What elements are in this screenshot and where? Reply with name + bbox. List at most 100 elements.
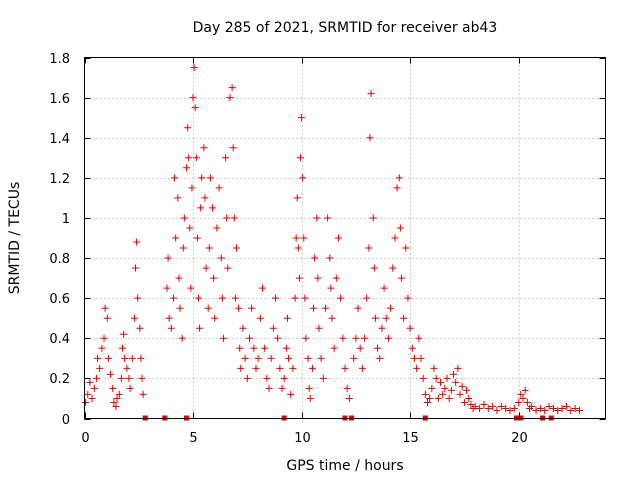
axis-ticks bbox=[84, 57, 606, 420]
data-point bbox=[84, 390, 92, 398]
data-point bbox=[293, 194, 301, 202]
data-point bbox=[497, 402, 505, 410]
data-point bbox=[86, 378, 94, 386]
data-point bbox=[376, 354, 384, 362]
data-point bbox=[136, 324, 144, 332]
data-point bbox=[263, 374, 271, 382]
data-point bbox=[317, 354, 325, 362]
data-point bbox=[545, 402, 553, 410]
plot-frame bbox=[84, 57, 606, 419]
data-point bbox=[434, 394, 442, 402]
data-point bbox=[458, 382, 466, 390]
data-point bbox=[139, 390, 147, 398]
data-point bbox=[332, 274, 340, 282]
data-point bbox=[172, 234, 180, 242]
data-point bbox=[413, 364, 421, 372]
data-point bbox=[222, 154, 230, 162]
data-point bbox=[301, 294, 309, 302]
data-point bbox=[489, 402, 497, 410]
data-point bbox=[241, 354, 249, 362]
data-point bbox=[454, 364, 462, 372]
data-point bbox=[265, 384, 273, 392]
data-point bbox=[198, 174, 206, 182]
data-point bbox=[200, 144, 208, 152]
data-point bbox=[245, 334, 253, 342]
data-point bbox=[393, 184, 401, 192]
data-point bbox=[213, 224, 221, 232]
data-points bbox=[82, 64, 583, 421]
data-point bbox=[575, 406, 583, 414]
data-point bbox=[184, 124, 192, 132]
y-tick-label: 1.4 bbox=[49, 132, 70, 147]
data-point bbox=[465, 394, 473, 402]
y-tick-label: 0.6 bbox=[49, 292, 70, 307]
data-point bbox=[134, 294, 142, 302]
data-point bbox=[395, 174, 403, 182]
data-point bbox=[278, 384, 286, 392]
data-point bbox=[396, 224, 404, 232]
data-point bbox=[506, 406, 514, 414]
data-point bbox=[541, 406, 549, 414]
data-point bbox=[308, 364, 316, 372]
data-point bbox=[107, 370, 115, 378]
data-point bbox=[361, 334, 369, 342]
data-point bbox=[354, 304, 362, 312]
y-tick-label: 0.4 bbox=[49, 332, 70, 347]
data-point bbox=[384, 334, 392, 342]
data-point bbox=[90, 384, 98, 392]
data-point bbox=[121, 354, 129, 362]
data-point bbox=[215, 184, 223, 192]
data-point bbox=[175, 274, 183, 282]
data-point bbox=[298, 114, 306, 122]
data-point bbox=[562, 402, 570, 410]
data-point bbox=[328, 314, 336, 322]
data-point bbox=[445, 394, 453, 402]
data-point bbox=[243, 374, 251, 382]
data-point bbox=[302, 334, 310, 342]
data-point bbox=[549, 404, 557, 412]
data-point bbox=[130, 314, 138, 322]
data-point bbox=[450, 370, 458, 378]
y-tick-label: 0 bbox=[62, 413, 70, 428]
data-point bbox=[109, 384, 117, 392]
data-point bbox=[341, 364, 349, 372]
data-point bbox=[421, 390, 429, 398]
data-point bbox=[380, 284, 388, 292]
data-point bbox=[167, 324, 175, 332]
data-point bbox=[350, 354, 358, 362]
y-tick-label: 0.2 bbox=[49, 372, 70, 387]
data-point bbox=[305, 384, 313, 392]
data-point bbox=[519, 394, 527, 402]
data-point bbox=[101, 304, 109, 312]
data-point bbox=[447, 386, 455, 394]
data-point bbox=[419, 374, 427, 382]
data-point bbox=[315, 324, 323, 332]
data-point bbox=[430, 364, 438, 372]
data-point bbox=[289, 364, 297, 372]
data-point bbox=[428, 384, 436, 392]
data-point bbox=[387, 304, 395, 312]
data-point bbox=[103, 314, 111, 322]
grid-lines bbox=[84, 57, 606, 419]
data-point bbox=[228, 84, 236, 92]
data-point bbox=[311, 254, 319, 262]
data-point bbox=[252, 364, 260, 372]
y-tick-labels: 0 0.2 0.4 0.6 0.8 1 1.2 1.4 1.6 1.8 bbox=[49, 52, 70, 428]
data-point bbox=[254, 354, 262, 362]
data-point bbox=[369, 214, 377, 222]
data-point bbox=[397, 274, 405, 282]
x-tick-labels: 0 5 10 15 20 bbox=[81, 431, 527, 446]
data-point bbox=[299, 174, 307, 182]
data-point bbox=[202, 264, 210, 272]
data-point bbox=[235, 304, 243, 312]
data-point bbox=[185, 154, 193, 162]
data-point bbox=[120, 330, 128, 338]
data-point bbox=[319, 374, 327, 382]
data-point bbox=[259, 284, 267, 292]
data-point bbox=[96, 364, 104, 372]
data-point bbox=[194, 294, 202, 302]
x-axis-label: GPS time / hours bbox=[286, 458, 403, 474]
data-point bbox=[417, 354, 425, 362]
data-point bbox=[274, 334, 282, 342]
data-point bbox=[517, 390, 525, 398]
